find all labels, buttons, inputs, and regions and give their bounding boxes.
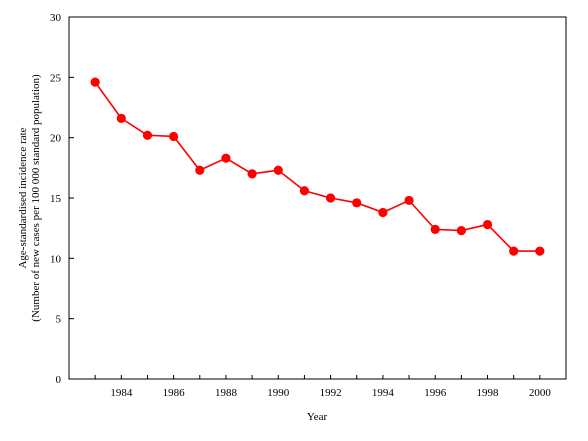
data-point <box>169 131 179 142</box>
y-tick-label: 30 <box>50 12 62 24</box>
series-line <box>94 81 540 252</box>
y-tick-label: 15 <box>50 193 62 205</box>
data-point <box>116 113 126 123</box>
x-tick-label: 1994 <box>372 387 395 399</box>
data-point <box>273 165 283 175</box>
x-axis: 1984 1986 1988 1990 1992 1994 1996 1998 2000 <box>94 375 552 399</box>
data-point <box>325 193 336 203</box>
data-point <box>247 169 257 179</box>
x-axis-title: Year <box>307 411 328 423</box>
y-axis: 0 5 10 15 20 25 30 <box>50 12 74 386</box>
data-point <box>404 195 414 206</box>
data-point <box>352 198 362 208</box>
y-axis-title-line2: (Number of new cases per 100 000 standar… <box>30 74 42 322</box>
data-point <box>482 219 493 230</box>
x-tick-label: 1984 <box>110 387 133 399</box>
series-markers <box>90 77 545 256</box>
y-tick-label: 0 <box>56 374 62 386</box>
x-tick-label: 1992 <box>320 387 342 399</box>
x-tick-label: 1998 <box>477 387 500 399</box>
data-point <box>509 246 519 256</box>
y-tick-label: 10 <box>50 253 62 265</box>
data-point <box>142 130 153 140</box>
data-point <box>195 165 205 175</box>
data-point <box>221 153 231 163</box>
plot-frame <box>68 16 567 380</box>
x-tick-label: 1986 <box>163 387 186 399</box>
x-tick-label: 1990 <box>267 387 290 399</box>
x-tick-label: 2000 <box>529 387 552 399</box>
data-point <box>430 224 440 234</box>
x-tick-label: 1988 <box>215 387 238 399</box>
y-axis-title-line1: Age-standardised incidence rate <box>17 127 29 268</box>
data-point <box>90 77 100 87</box>
y-tick-label: 25 <box>50 72 62 84</box>
data-point <box>535 246 545 256</box>
data-point <box>456 225 466 236</box>
data-point <box>299 186 310 196</box>
y-tick-label: 5 <box>56 314 62 326</box>
y-tick-label: 20 <box>50 133 62 145</box>
x-tick-label: 1996 <box>424 387 447 399</box>
data-point <box>378 207 388 218</box>
